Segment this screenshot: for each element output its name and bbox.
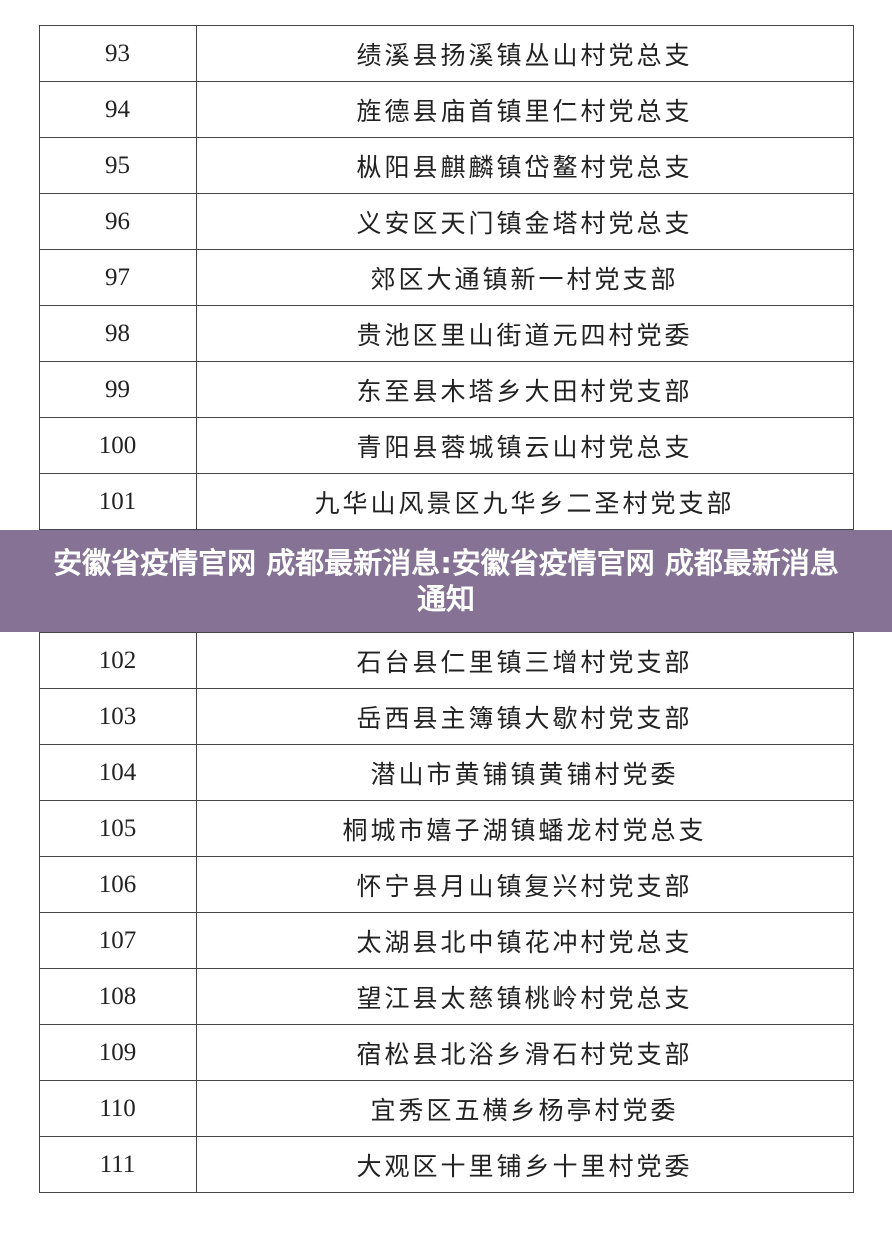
- row-number: 101: [38, 473, 197, 530]
- row-number: 100: [38, 417, 197, 474]
- title-banner: 安徽省疫情官网 成都最新消息:安徽省疫情官网 成都最新消息通知: [0, 530, 892, 632]
- party-branch-name: 岳西县主簿镇大歇村党支部: [195, 688, 854, 745]
- row-number: 96: [38, 193, 197, 250]
- row-number: 97: [38, 249, 197, 306]
- table-row: 100 青阳县蓉城镇云山村党总支: [38, 417, 854, 474]
- village-list-table-top: 93 绩溪县扬溪镇丛山村党总支 94 旌德县庙首镇里仁村党总支 95 枞阳县麒麟镇岱鳌村党…: [38, 25, 854, 530]
- document: 93 绩溪县扬溪镇丛山村党总支 94 旌德县庙首镇里仁村党总支 95 枞阳县麒麟镇岱鳌村党…: [0, 25, 892, 1193]
- row-number: 93: [38, 25, 197, 82]
- row-number: 106: [38, 856, 197, 913]
- village-list-table-bottom: 102 石台县仁里镇三增村党支部 103 岳西县主簿镇大歇村党支部 104 潜山市黄铺镇黄…: [38, 632, 854, 1193]
- party-branch-name: 旌德县庙首镇里仁村党总支: [195, 81, 854, 138]
- table-row: 97 郊区大通镇新一村党支部: [38, 249, 854, 306]
- row-number: 109: [38, 1024, 197, 1081]
- row-number: 99: [38, 361, 197, 418]
- party-branch-name: 太湖县北中镇花冲村党总支: [195, 912, 854, 969]
- table-row: 99 东至县木塔乡大田村党支部: [38, 361, 854, 418]
- table-row: 111 大观区十里铺乡十里村党委: [38, 1136, 854, 1193]
- party-branch-name: 宿松县北浴乡滑石村党支部: [195, 1024, 854, 1081]
- row-number: 94: [38, 81, 197, 138]
- table-row: 107 太湖县北中镇花冲村党总支: [38, 912, 854, 969]
- table-row: 109 宿松县北浴乡滑石村党支部: [38, 1024, 854, 1081]
- table-row: 95 枞阳县麒麟镇岱鳌村党总支: [38, 137, 854, 194]
- party-branch-name: 义安区天门镇金塔村党总支: [195, 193, 854, 250]
- table-row: 101 九华山风景区九华乡二圣村党支部: [38, 473, 854, 530]
- party-branch-name: 贵池区里山街道元四村党委: [195, 305, 854, 362]
- row-number: 107: [38, 912, 197, 969]
- table-row: 103 岳西县主簿镇大歇村党支部: [38, 688, 854, 745]
- party-branch-name: 宜秀区五横乡杨亭村党委: [195, 1080, 854, 1137]
- table-row: 108 望江县太慈镇桃岭村党总支: [38, 968, 854, 1025]
- party-branch-name: 石台县仁里镇三增村党支部: [195, 632, 854, 689]
- row-number: 105: [38, 800, 197, 857]
- row-number: 104: [38, 744, 197, 801]
- table-row: 106 怀宁县月山镇复兴村党支部: [38, 856, 854, 913]
- party-branch-name: 九华山风景区九华乡二圣村党支部: [195, 473, 854, 530]
- table-row: 98 贵池区里山街道元四村党委: [38, 305, 854, 362]
- party-branch-name: 潜山市黄铺镇黄铺村党委: [195, 744, 854, 801]
- party-branch-name: 大观区十里铺乡十里村党委: [195, 1136, 854, 1193]
- party-branch-name: 青阳县蓉城镇云山村党总支: [195, 417, 854, 474]
- row-number: 111: [38, 1136, 197, 1193]
- party-branch-name: 郊区大通镇新一村党支部: [195, 249, 854, 306]
- banner-title: 安徽省疫情官网 成都最新消息:安徽省疫情官网 成都最新消息通知: [53, 546, 839, 616]
- table-row: 104 潜山市黄铺镇黄铺村党委: [38, 744, 854, 801]
- table-row: 110 宜秀区五横乡杨亭村党委: [38, 1080, 854, 1137]
- row-number: 102: [38, 632, 197, 689]
- row-number: 98: [38, 305, 197, 362]
- table-row: 93 绩溪县扬溪镇丛山村党总支: [38, 25, 854, 82]
- row-number: 110: [38, 1080, 197, 1137]
- table-row: 105 桐城市嬉子湖镇蟠龙村党总支: [38, 800, 854, 857]
- row-number: 108: [38, 968, 197, 1025]
- party-branch-name: 枞阳县麒麟镇岱鳌村党总支: [195, 137, 854, 194]
- table-row: 96 义安区天门镇金塔村党总支: [38, 193, 854, 250]
- party-branch-name: 东至县木塔乡大田村党支部: [195, 361, 854, 418]
- row-number: 95: [38, 137, 197, 194]
- table-row: 102 石台县仁里镇三增村党支部: [38, 632, 854, 689]
- party-branch-name: 绩溪县扬溪镇丛山村党总支: [195, 25, 854, 82]
- party-branch-name: 望江县太慈镇桃岭村党总支: [195, 968, 854, 1025]
- party-branch-name: 桐城市嬉子湖镇蟠龙村党总支: [195, 800, 854, 857]
- party-branch-name: 怀宁县月山镇复兴村党支部: [195, 856, 854, 913]
- table-row: 94 旌德县庙首镇里仁村党总支: [38, 81, 854, 138]
- row-number: 103: [38, 688, 197, 745]
